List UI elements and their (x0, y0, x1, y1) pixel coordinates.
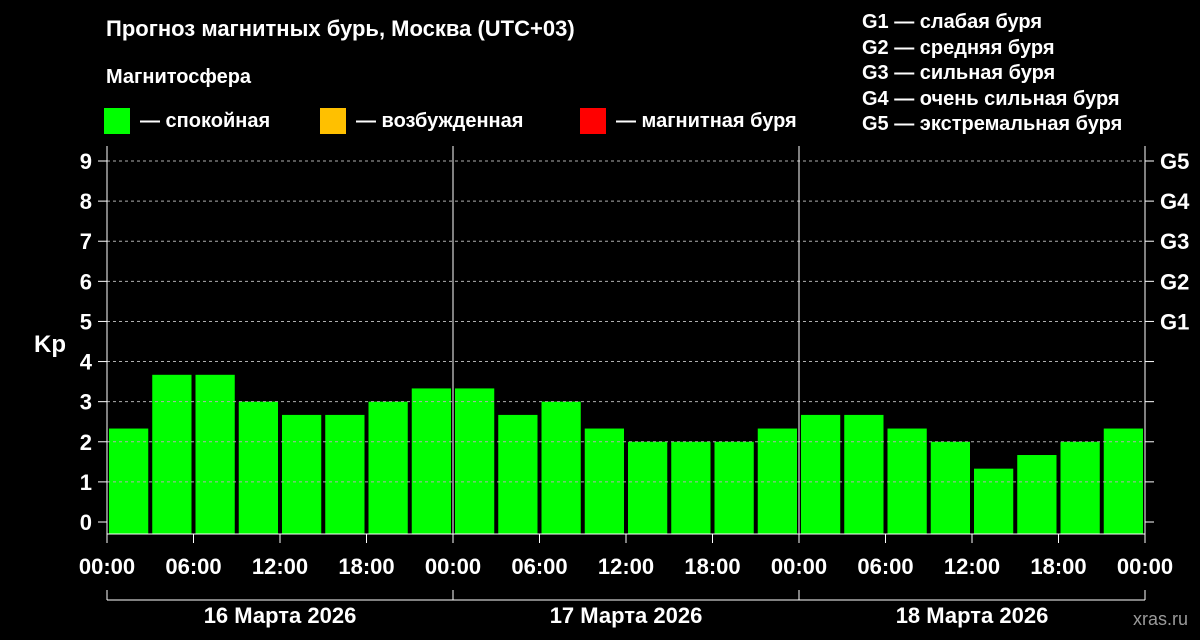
y-tick-label-9: 9 (80, 149, 92, 174)
right-label-G2: G2 (1160, 269, 1189, 294)
storm-scale-g2: G2 — средняя буря (862, 36, 1055, 59)
bar-11 (584, 428, 624, 534)
x-tick-label-0: 00:00 (79, 554, 135, 579)
bar-6 (368, 401, 408, 534)
bar-9 (498, 414, 538, 534)
bar-19 (930, 441, 970, 534)
day-label-1: 17 Марта 2026 (550, 603, 703, 628)
bar-16 (801, 414, 841, 534)
watermark: xras.ru (1132, 609, 1188, 629)
legend-item-unsettled: — возбужденная (320, 108, 523, 134)
y-tick-label-8: 8 (80, 189, 92, 214)
bar-17 (844, 414, 884, 534)
legend-title: Магнитосфера (106, 66, 252, 88)
bar-10 (541, 401, 581, 534)
legend-item-storm: — магнитная буря (580, 108, 797, 134)
legend-label-storm: — магнитная буря (616, 109, 797, 132)
bar-14 (714, 441, 754, 534)
y-axis-label: Kp (34, 331, 66, 358)
right-label-G1: G1 (1160, 309, 1189, 334)
bar-3 (238, 401, 278, 534)
y-tick-label-6: 6 (80, 269, 92, 294)
x-tick-label-4: 00:00 (425, 554, 481, 579)
bar-2 (195, 374, 235, 534)
day-label-0: 16 Марта 2026 (204, 603, 357, 628)
bar-22 (1060, 441, 1100, 534)
x-tick-label-6: 12:00 (598, 554, 654, 579)
x-tick-label-8: 00:00 (771, 554, 827, 579)
bar-18 (887, 428, 927, 534)
y-tick-label-3: 3 (80, 390, 92, 415)
x-tick-label-11: 18:00 (1030, 554, 1086, 579)
y-tick-label-0: 0 (80, 510, 92, 535)
legend-swatch-unsettled (320, 108, 346, 134)
y-tick-label-7: 7 (80, 229, 92, 254)
bar-8 (455, 388, 495, 534)
legend-label-calm: — спокойная (140, 109, 271, 132)
bar-13 (671, 441, 711, 534)
x-tick-label-9: 06:00 (857, 554, 913, 579)
storm-scale-g3: G3 — сильная буря (862, 62, 1056, 84)
y-tick-label-4: 4 (80, 350, 93, 375)
storm-scale-g1: G1 — слабая буря (862, 11, 1043, 33)
bar-1 (152, 374, 192, 534)
y-tick-label-2: 2 (80, 430, 92, 455)
storm-scale-g4: G4 — очень сильная буря (862, 87, 1120, 110)
right-label-G4: G4 (1160, 189, 1190, 214)
bar-5 (325, 414, 365, 534)
day-label-2: 18 Марта 2026 (896, 603, 1049, 628)
bar-12 (628, 441, 668, 534)
storm-scale-g5: G5 — экстремальная буря (862, 113, 1123, 135)
x-tick-label-12: 00:00 (1117, 554, 1173, 579)
legend-label-unsettled: — возбужденная (356, 109, 524, 132)
x-tick-label-2: 12:00 (252, 554, 308, 579)
bar-7 (411, 388, 451, 534)
y-tick-label-1: 1 (80, 470, 92, 495)
bar-20 (974, 468, 1014, 534)
right-label-G3: G3 (1160, 229, 1189, 254)
legend-item-calm: — спокойная (104, 108, 270, 134)
bar-15 (757, 428, 797, 534)
x-tick-label-10: 12:00 (944, 554, 1000, 579)
x-tick-label-7: 18:00 (684, 554, 740, 579)
right-label-G5: G5 (1160, 149, 1189, 174)
bar-4 (282, 414, 322, 534)
legend-swatch-calm (104, 108, 130, 134)
legend-swatch-storm (580, 108, 606, 134)
bar-0 (109, 428, 149, 534)
y-tick-label-5: 5 (80, 309, 92, 334)
bar-21 (1017, 455, 1057, 534)
x-tick-label-1: 06:00 (165, 554, 221, 579)
storm-scale-list: G1 — слабая буря G2 — средняя буря G3 — … (862, 10, 1122, 138)
x-tick-label-3: 18:00 (338, 554, 394, 579)
bar-23 (1103, 428, 1143, 534)
x-tick-label-5: 06:00 (511, 554, 567, 579)
chart-title: Прогноз магнитных бурь, Москва (UTC+03) (106, 16, 575, 41)
